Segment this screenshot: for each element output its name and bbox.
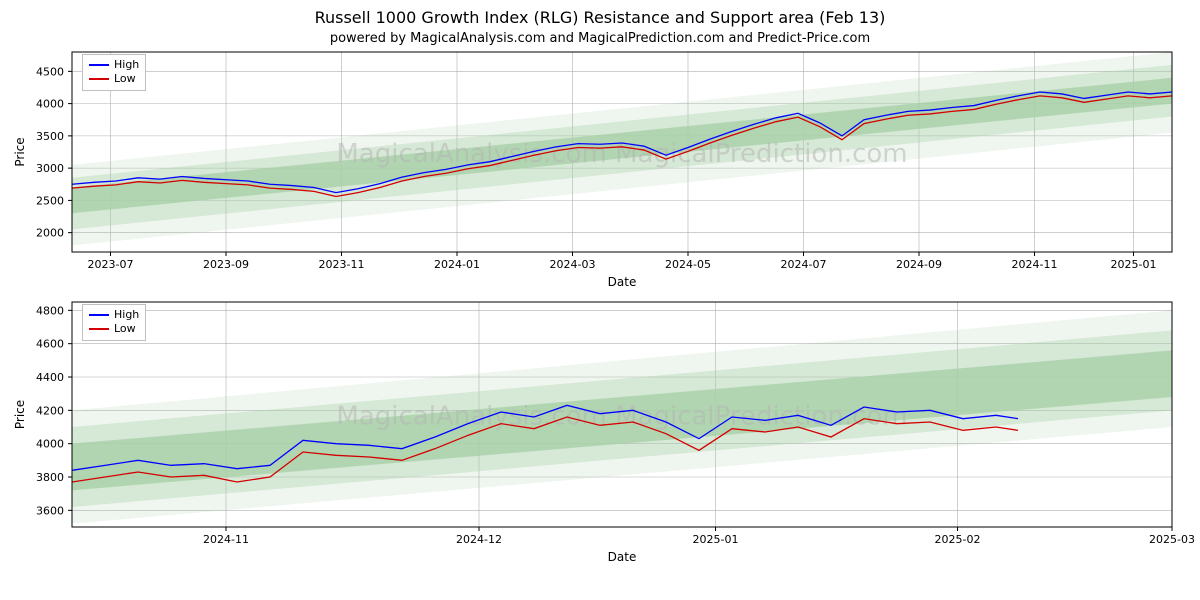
svg-text:4500: 4500 — [36, 65, 64, 78]
top-chart: 2000 2500 3000 3500 4000 4500 2023-07 2023-09 20… — [0, 48, 1200, 298]
chart-title: Russell 1000 Growth Index (RLG) Resistan… — [0, 0, 1200, 27]
svg-text:4400: 4400 — [36, 371, 64, 384]
svg-text:Price: Price — [13, 137, 27, 166]
legend-item-low: Low — [89, 72, 139, 86]
legend-label-high: High — [114, 58, 139, 72]
svg-text:2025-03: 2025-03 — [1149, 533, 1195, 546]
svg-text:3800: 3800 — [36, 471, 64, 484]
svg-text:2024-11: 2024-11 — [203, 533, 249, 546]
svg-text:4000: 4000 — [36, 98, 64, 111]
svg-text:Price: Price — [13, 400, 27, 429]
legend-swatch-low — [89, 328, 109, 330]
chart-subtitle: powered by MagicalAnalysis.com and Magic… — [0, 27, 1200, 48]
svg-text:2025-02: 2025-02 — [935, 533, 981, 546]
svg-text:Date: Date — [608, 275, 637, 289]
svg-text:4600: 4600 — [36, 338, 64, 351]
svg-text:2000: 2000 — [36, 227, 64, 240]
svg-text:2025-01: 2025-01 — [1111, 258, 1157, 271]
svg-text:2024-11: 2024-11 — [1012, 258, 1058, 271]
svg-text:2024-12: 2024-12 — [456, 533, 502, 546]
svg-text:2024-07: 2024-07 — [781, 258, 827, 271]
bottom-chart: 3600 3800 4000 4200 4400 4600 4800 2024-11 2024-… — [0, 298, 1200, 578]
legend-box: High Low — [82, 304, 146, 341]
legend-label-low: Low — [114, 72, 136, 86]
svg-text:4800: 4800 — [36, 304, 64, 317]
svg-text:2023-07: 2023-07 — [88, 258, 134, 271]
legend-swatch-high — [89, 64, 109, 66]
legend-item-high: High — [89, 58, 139, 72]
svg-text:3600: 3600 — [36, 504, 64, 517]
legend-swatch-high — [89, 314, 109, 316]
svg-text:2024-03: 2024-03 — [550, 258, 596, 271]
legend-item-high: High — [89, 308, 139, 322]
svg-text:2023-11: 2023-11 — [319, 258, 365, 271]
svg-text:3000: 3000 — [36, 162, 64, 175]
svg-text:2024-09: 2024-09 — [896, 258, 942, 271]
svg-text:Date: Date — [608, 550, 637, 564]
svg-text:MagicalAnalysis.com MagicalP: MagicalAnalysis.com MagicalPrediction.co… — [336, 402, 907, 432]
svg-text:2024-01: 2024-01 — [434, 258, 480, 271]
svg-text:4200: 4200 — [36, 404, 64, 417]
legend-label-low: Low — [114, 322, 136, 336]
svg-text:2023-09: 2023-09 — [203, 258, 249, 271]
svg-text:3500: 3500 — [36, 130, 64, 143]
svg-text:4000: 4000 — [36, 438, 64, 451]
legend-item-low: Low — [89, 322, 139, 336]
legend-label-high: High — [114, 308, 139, 322]
svg-text:2025-01: 2025-01 — [693, 533, 739, 546]
legend-box: High Low — [82, 54, 146, 91]
svg-text:2500: 2500 — [36, 194, 64, 207]
legend-swatch-low — [89, 78, 109, 80]
svg-text:2024-05: 2024-05 — [665, 258, 711, 271]
